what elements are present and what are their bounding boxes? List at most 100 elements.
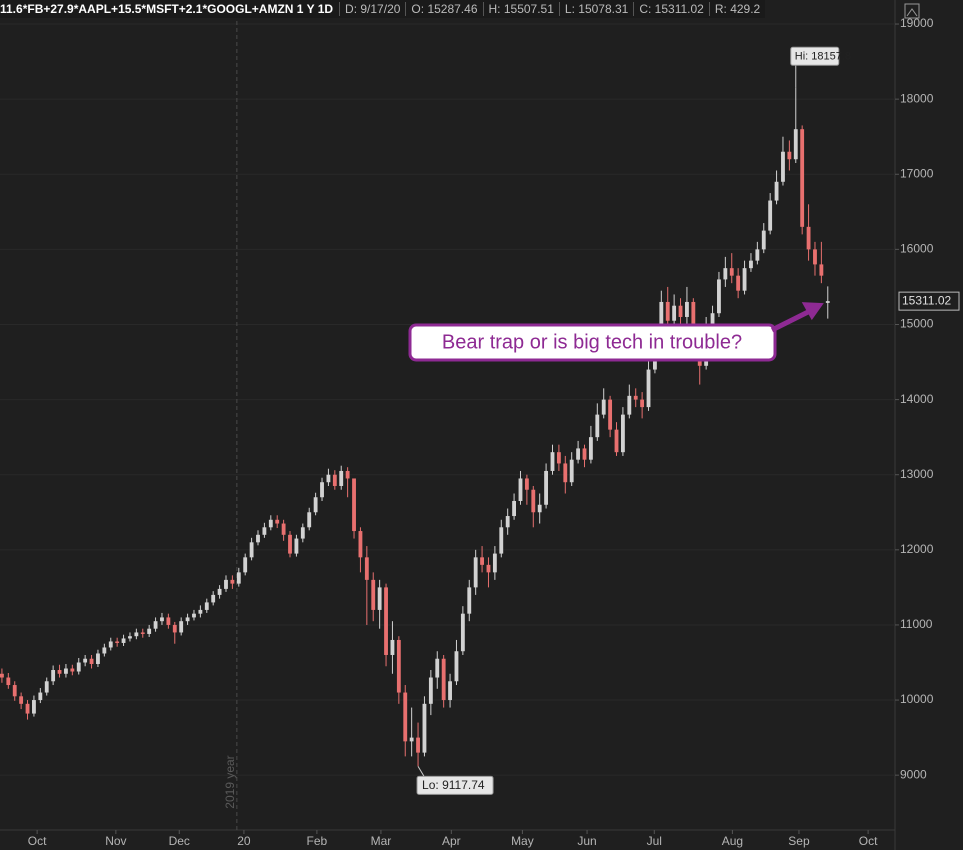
candle-body — [371, 579, 376, 610]
candle-body — [102, 647, 107, 654]
last-price: 15311.02 — [902, 293, 951, 307]
candle-body — [249, 542, 254, 558]
candle-body — [505, 516, 510, 528]
candle-body — [6, 677, 11, 686]
candle-body — [556, 452, 561, 464]
candle-body — [0, 673, 4, 678]
y-tick-label: 16000 — [900, 242, 934, 256]
callout-arrowhead — [801, 302, 824, 321]
candle-body — [268, 519, 273, 528]
candle-body — [793, 129, 798, 160]
callout-text: Bear trap or is big tech in trouble? — [442, 331, 742, 353]
x-tick-label: Apr — [442, 834, 461, 848]
candle-body — [275, 519, 280, 524]
candle-body — [25, 703, 30, 714]
x-tick-label: Jun — [577, 834, 596, 848]
x-tick-label: Feb — [307, 834, 328, 848]
candle-body — [364, 557, 369, 580]
info-low: L: 15078.31 — [558, 2, 633, 16]
y-tick-label: 15000 — [900, 317, 934, 331]
candle-body — [454, 651, 459, 682]
candle-body — [38, 692, 43, 701]
candle-body — [665, 301, 670, 321]
candle-body — [774, 181, 779, 201]
info-value: 15507.51 — [503, 2, 554, 16]
candle-body — [230, 579, 235, 584]
lo-leader — [417, 766, 425, 777]
candle-body — [19, 696, 24, 704]
candle-body — [57, 670, 62, 674]
info-label: R: — [714, 2, 727, 16]
candle-body — [608, 399, 613, 430]
candle-body — [749, 260, 753, 269]
header-bar: 11.6*FB+27.9*AAPL+15.5*MSFT+2.1*GOOGL+AM… — [0, 0, 766, 18]
candle-body — [108, 641, 113, 648]
candle-body — [403, 692, 408, 742]
candle-body — [467, 587, 472, 614]
candle-body — [339, 470, 344, 486]
candle-body — [422, 703, 427, 753]
x-tick-label: Dec — [169, 834, 190, 848]
candle-body — [153, 621, 158, 629]
x-tick-label: 20 — [237, 834, 251, 848]
candle-body — [198, 609, 203, 614]
x-tick-label: Nov — [105, 834, 126, 848]
icon-frame[interactable] — [904, 3, 920, 19]
candle-body — [473, 557, 478, 588]
x-tick-label: Aug — [722, 834, 743, 848]
info-date: D: 9/17/20 — [339, 2, 405, 16]
lo-value: 9117.74 — [442, 778, 485, 792]
candle-body — [134, 632, 139, 637]
candle-body — [44, 681, 49, 693]
candle-body — [320, 482, 324, 498]
candle-body — [448, 681, 452, 701]
candle-body — [646, 369, 651, 408]
candle-body — [64, 668, 68, 674]
candle-body — [435, 658, 440, 678]
symbol-title: 11.6*FB+27.9*AAPL+15.5*MSFT+2.1*GOOGL+AM… — [0, 2, 334, 16]
x-tick-label: May — [511, 834, 534, 848]
candle-body — [192, 613, 196, 618]
candle-body — [345, 470, 350, 479]
candle-body — [179, 621, 184, 633]
x-tick-label: Sep — [788, 834, 810, 848]
annotations: Hi: 18157.8 Lo: 9117.74 15311.02 Bear trap … — [408, 46, 960, 795]
candle-body — [236, 572, 241, 584]
y-tick-label: 9000 — [900, 767, 927, 781]
icon-glyph — [906, 8, 918, 17]
candle-body — [736, 275, 741, 291]
candle-body — [614, 429, 619, 453]
candle-body — [96, 653, 100, 664]
lo-prefix: Lo: — [422, 778, 439, 792]
candle-body — [710, 313, 715, 325]
candle-body — [588, 437, 593, 460]
candle-body — [819, 264, 824, 276]
candle-body — [729, 268, 734, 276]
info-value: 429.2 — [730, 2, 761, 16]
settings-icon[interactable] — [904, 3, 920, 19]
y-tick-label: 14000 — [900, 392, 934, 406]
candle-body — [633, 395, 638, 400]
info-label: C: — [639, 2, 652, 16]
candle-body — [224, 579, 228, 589]
candle-body — [806, 226, 811, 250]
candle-body — [185, 617, 190, 622]
candle-body — [601, 399, 606, 415]
candle-body — [428, 677, 433, 704]
last-price-box — [898, 291, 960, 311]
candle-body — [326, 474, 331, 483]
candle-body — [147, 628, 152, 634]
candle-body — [12, 685, 17, 697]
x-tick-label: Oct — [28, 834, 47, 848]
candle-body — [384, 587, 388, 655]
candle-body — [678, 305, 683, 317]
lo-box — [416, 775, 494, 795]
candle-body — [550, 452, 555, 471]
candle-body — [89, 658, 94, 664]
candle-body — [172, 624, 177, 633]
candle-body — [160, 617, 164, 622]
y-tick-label: 18000 — [900, 91, 934, 105]
candle-body — [76, 662, 81, 672]
candle-body — [755, 249, 760, 261]
